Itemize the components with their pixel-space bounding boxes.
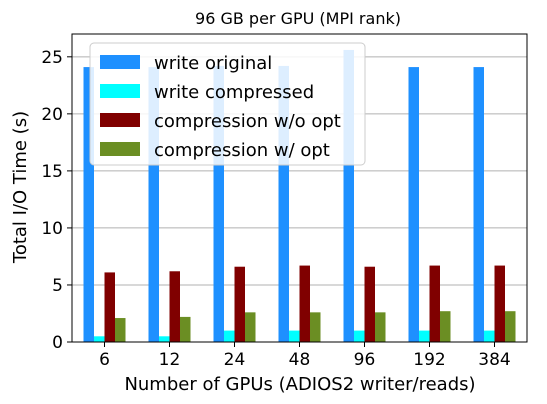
- bar-1-1: [159, 336, 170, 342]
- x-tick-label: 24: [224, 350, 246, 370]
- bar-0-6: [473, 67, 484, 342]
- x-axis-label: Number of GPUs (ADIOS2 writer/reads): [124, 374, 475, 395]
- y-tick-label: 25: [41, 48, 63, 68]
- y-tick-label: 5: [52, 276, 63, 296]
- bar-2-6: [494, 265, 505, 342]
- bars: [83, 49, 516, 343]
- bar-2-4: [364, 266, 375, 342]
- bar-1-4: [354, 330, 365, 342]
- x-tick-label: 192: [413, 350, 445, 370]
- bar-2-0: [104, 272, 115, 342]
- y-tick-label: 0: [52, 333, 63, 353]
- bar-2-3: [299, 265, 310, 342]
- x-tick-label: 6: [99, 350, 110, 370]
- legend: write original write compressed compressio…: [89, 42, 366, 166]
- legend-label: compression w/o opt: [154, 111, 341, 132]
- x-tick-label: 12: [159, 350, 181, 370]
- legend-swatch: [100, 113, 140, 127]
- bar-3-2: [245, 312, 256, 342]
- bar-0-4: [343, 49, 354, 343]
- legend-swatch: [100, 84, 140, 98]
- y-tick-label: 20: [41, 105, 63, 125]
- x-tick-label: 96: [354, 350, 376, 370]
- legend-label: write compressed: [154, 82, 314, 103]
- bar-2-1: [169, 271, 180, 342]
- bar-3-1: [180, 316, 191, 342]
- legend-box: [89, 42, 366, 166]
- bar-0-0: [83, 67, 94, 342]
- legend-label: compression w/ opt: [154, 140, 330, 161]
- bar-3-4: [375, 312, 386, 342]
- x-tick-label: 48: [289, 350, 311, 370]
- bar-3-5: [440, 311, 451, 342]
- x-tick-label: 384: [478, 350, 510, 370]
- bar-3-3: [310, 312, 321, 342]
- bar-1-5: [419, 330, 430, 342]
- y-tick-label: 15: [41, 162, 63, 182]
- tick-labels: 0 5 10 15 20 25 6 12 24 48 96 192 384: [41, 48, 510, 370]
- legend-swatch: [100, 55, 140, 69]
- legend-swatch: [100, 142, 140, 156]
- bar-1-3: [289, 330, 300, 342]
- bar-0-1: [148, 67, 159, 342]
- bar-0-2: [213, 65, 224, 343]
- bar-2-5: [429, 265, 440, 342]
- bar-3-0: [115, 318, 126, 342]
- bar-1-6: [484, 330, 495, 342]
- bar-1-2: [224, 330, 235, 342]
- bar-0-3: [278, 65, 289, 343]
- y-axis-label: Total I/O Time (s): [10, 111, 31, 264]
- bar-0-5: [408, 67, 419, 342]
- chart-title: 96 GB per GPU (MPI rank): [195, 9, 401, 28]
- y-tick-label: 10: [41, 219, 63, 239]
- bar-3-6: [505, 311, 516, 342]
- bar-2-2: [234, 266, 245, 342]
- legend-label: write original: [154, 53, 272, 74]
- bar-1-0: [94, 336, 105, 342]
